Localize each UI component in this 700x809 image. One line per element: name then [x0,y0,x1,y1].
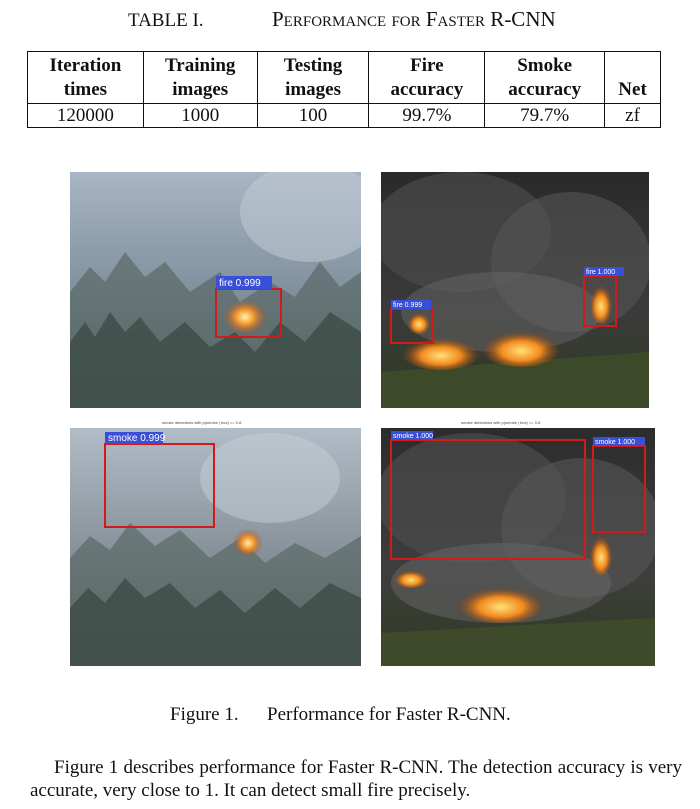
header-iteration-times: Iteration times [27,51,144,104]
detection-label: fire 1.000 [586,269,615,276]
cell-training-images: 1000 [142,103,258,128]
figure-caption-label: Figure 1. [170,704,239,725]
header-training-images: Training images [142,51,258,104]
detection-label: smoke 1.000 [595,439,635,446]
header-net: Net [604,51,661,104]
panel-subtitle: smoke detections with p(smoke | box) >= … [162,420,242,425]
cell-net: zf [604,103,661,128]
header-smoke-accuracy: Smoke accuracy [484,51,606,104]
performance-table: Iteration times Training images Testing ima… [27,51,661,128]
detection-label: fire 0.999 [393,302,422,309]
header-fire-accuracy: Fire accuracy [368,51,486,104]
detection-label: smoke 1.000 [393,433,433,440]
table-caption: TABLE I. Performance for Faster R-CNN [0,7,700,38]
figure-panel-fire-black-smoke: fire 0.999 fire 1.000 [381,172,649,408]
panel-subtitle: smoke detections with p(smoke | box) >= … [461,420,541,425]
header-testing-images: Testing images [256,51,370,104]
figure-panel-smoke-hazy-forest: smoke detections with p(smoke | box) >= … [70,418,361,666]
cell-testing-images: 100 [256,103,370,128]
figure-caption-text: Performance for Faster R-CNN. [267,704,511,725]
figure-panel-fire-hazy-forest: fire 0.999 [70,172,361,408]
detection-label: smoke 0.999 [108,433,166,444]
body-paragraph: Figure 1 describes performance for Faste… [30,757,682,801]
detection-label: fire 0.999 [219,278,261,289]
figure-panel-smoke-black-smoke: smoke detections with p(smoke | box) >= … [381,418,655,666]
table-header-row: Iteration times Training images Testing ima… [27,51,661,104]
cell-fire-accuracy: 99.7% [368,103,486,128]
table-row: 120000 1000 100 99.7% 79.7% zf [27,103,661,128]
cell-iteration-times: 120000 [27,103,144,128]
table-caption-title: Performance for Faster R-CNN [272,7,556,31]
table-caption-label: TABLE I. [128,10,204,31]
cell-smoke-accuracy: 79.7% [484,103,606,128]
